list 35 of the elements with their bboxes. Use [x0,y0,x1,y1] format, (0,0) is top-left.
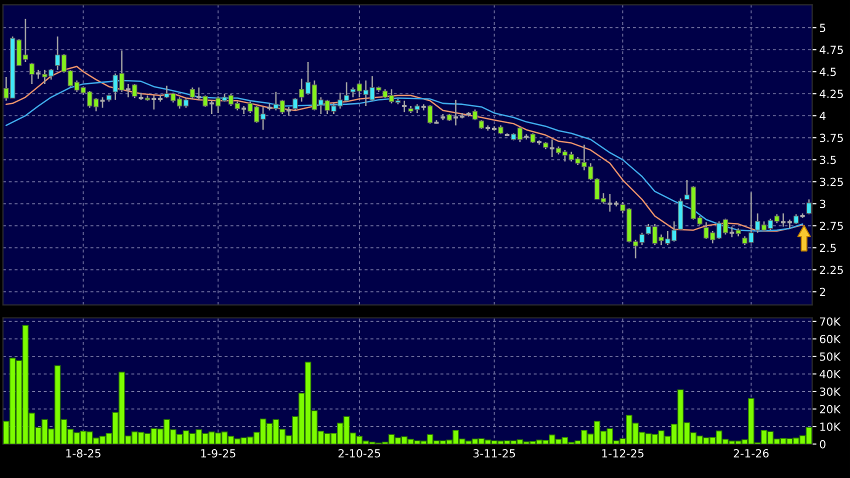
x-tick-label: 2-10-25 [338,449,380,458]
y-tick-label: 2 [820,288,826,296]
candlestick [606,193,614,212]
y-tick-label: 40K [820,370,841,378]
y-tick-label: 2.5 [820,244,836,252]
y-tick-label: 2.25 [820,266,843,274]
x-tick-label: 2-1-26 [734,449,769,458]
y-tick-label: 50K [820,352,841,361]
candlestick [292,97,298,112]
candlestick [728,226,736,238]
y-tick-label: 3.75 [820,134,843,142]
y-tick-label: 5 [820,24,826,32]
y-tick-label: 4.5 [820,68,836,76]
y-tick-label: 4 [820,112,826,120]
y-tick-label: 2.75 [820,222,843,230]
y-tick-label: 4.75 [820,46,843,54]
x-tick-label: 1-12-25 [602,449,644,458]
candlestick [99,96,106,108]
y-tick-label: 30K [820,387,841,396]
y-tick-label: 60K [820,334,841,344]
y-tick-label: 3.25 [820,178,843,186]
y-tick-label: 20K [820,404,841,414]
candlestick [548,138,556,158]
candlestick [806,198,812,215]
x-tick-label: 1-8-25 [66,449,100,458]
x-tick-label: 3-11-25 [473,449,515,458]
y-tick-label: 3.5 [820,156,836,164]
y-tick-label: 70K [820,317,841,326]
x-tick-label: 1-9-25 [201,449,236,458]
y-tick-label: 0 [820,440,826,448]
y-tick-label: 3 [820,200,826,208]
candlestick [150,94,158,110]
candlestick [401,100,408,113]
y-tick-label: 4.25 [820,90,843,98]
y-tick-label: 10K [820,422,841,431]
